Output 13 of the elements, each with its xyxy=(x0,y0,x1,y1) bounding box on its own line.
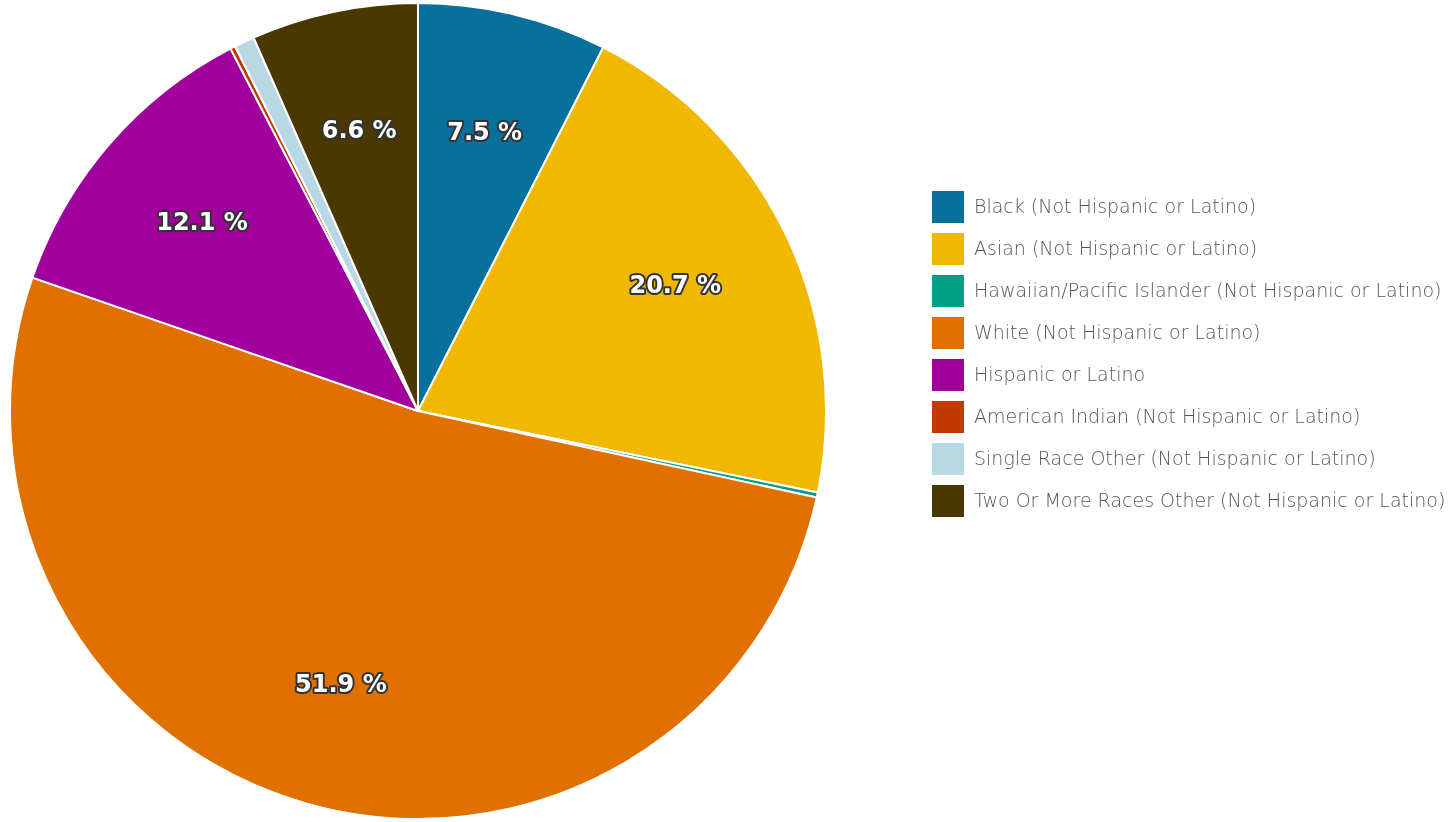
legend-label: Black (Not Hispanic or Latino) xyxy=(974,195,1257,217)
data-label: 51.9 % xyxy=(295,670,387,699)
legend-label: American Indian (Not Hispanic or Latino) xyxy=(974,405,1361,427)
data-label: 7.5 % xyxy=(447,117,523,146)
data-label: 20.7 % xyxy=(629,271,722,300)
data-label: 6.6 % xyxy=(321,115,397,144)
legend-label: Asian (Not Hispanic or Latino) xyxy=(974,237,1258,259)
data-label: 12.1 % xyxy=(156,208,248,237)
legend-label: Hawaiian/Pacific Islander (Not Hispanic or Latino) xyxy=(974,279,1442,301)
legend-label: Two Or More Races Other (Not Hispanic or Latino) xyxy=(974,489,1446,511)
legend-label: Single Race Other (Not Hispanic or Latino) xyxy=(974,447,1376,469)
legend-label: White (Not Hispanic or Latino) xyxy=(974,321,1261,343)
legend-label: Hispanic or Latino xyxy=(974,363,1146,385)
